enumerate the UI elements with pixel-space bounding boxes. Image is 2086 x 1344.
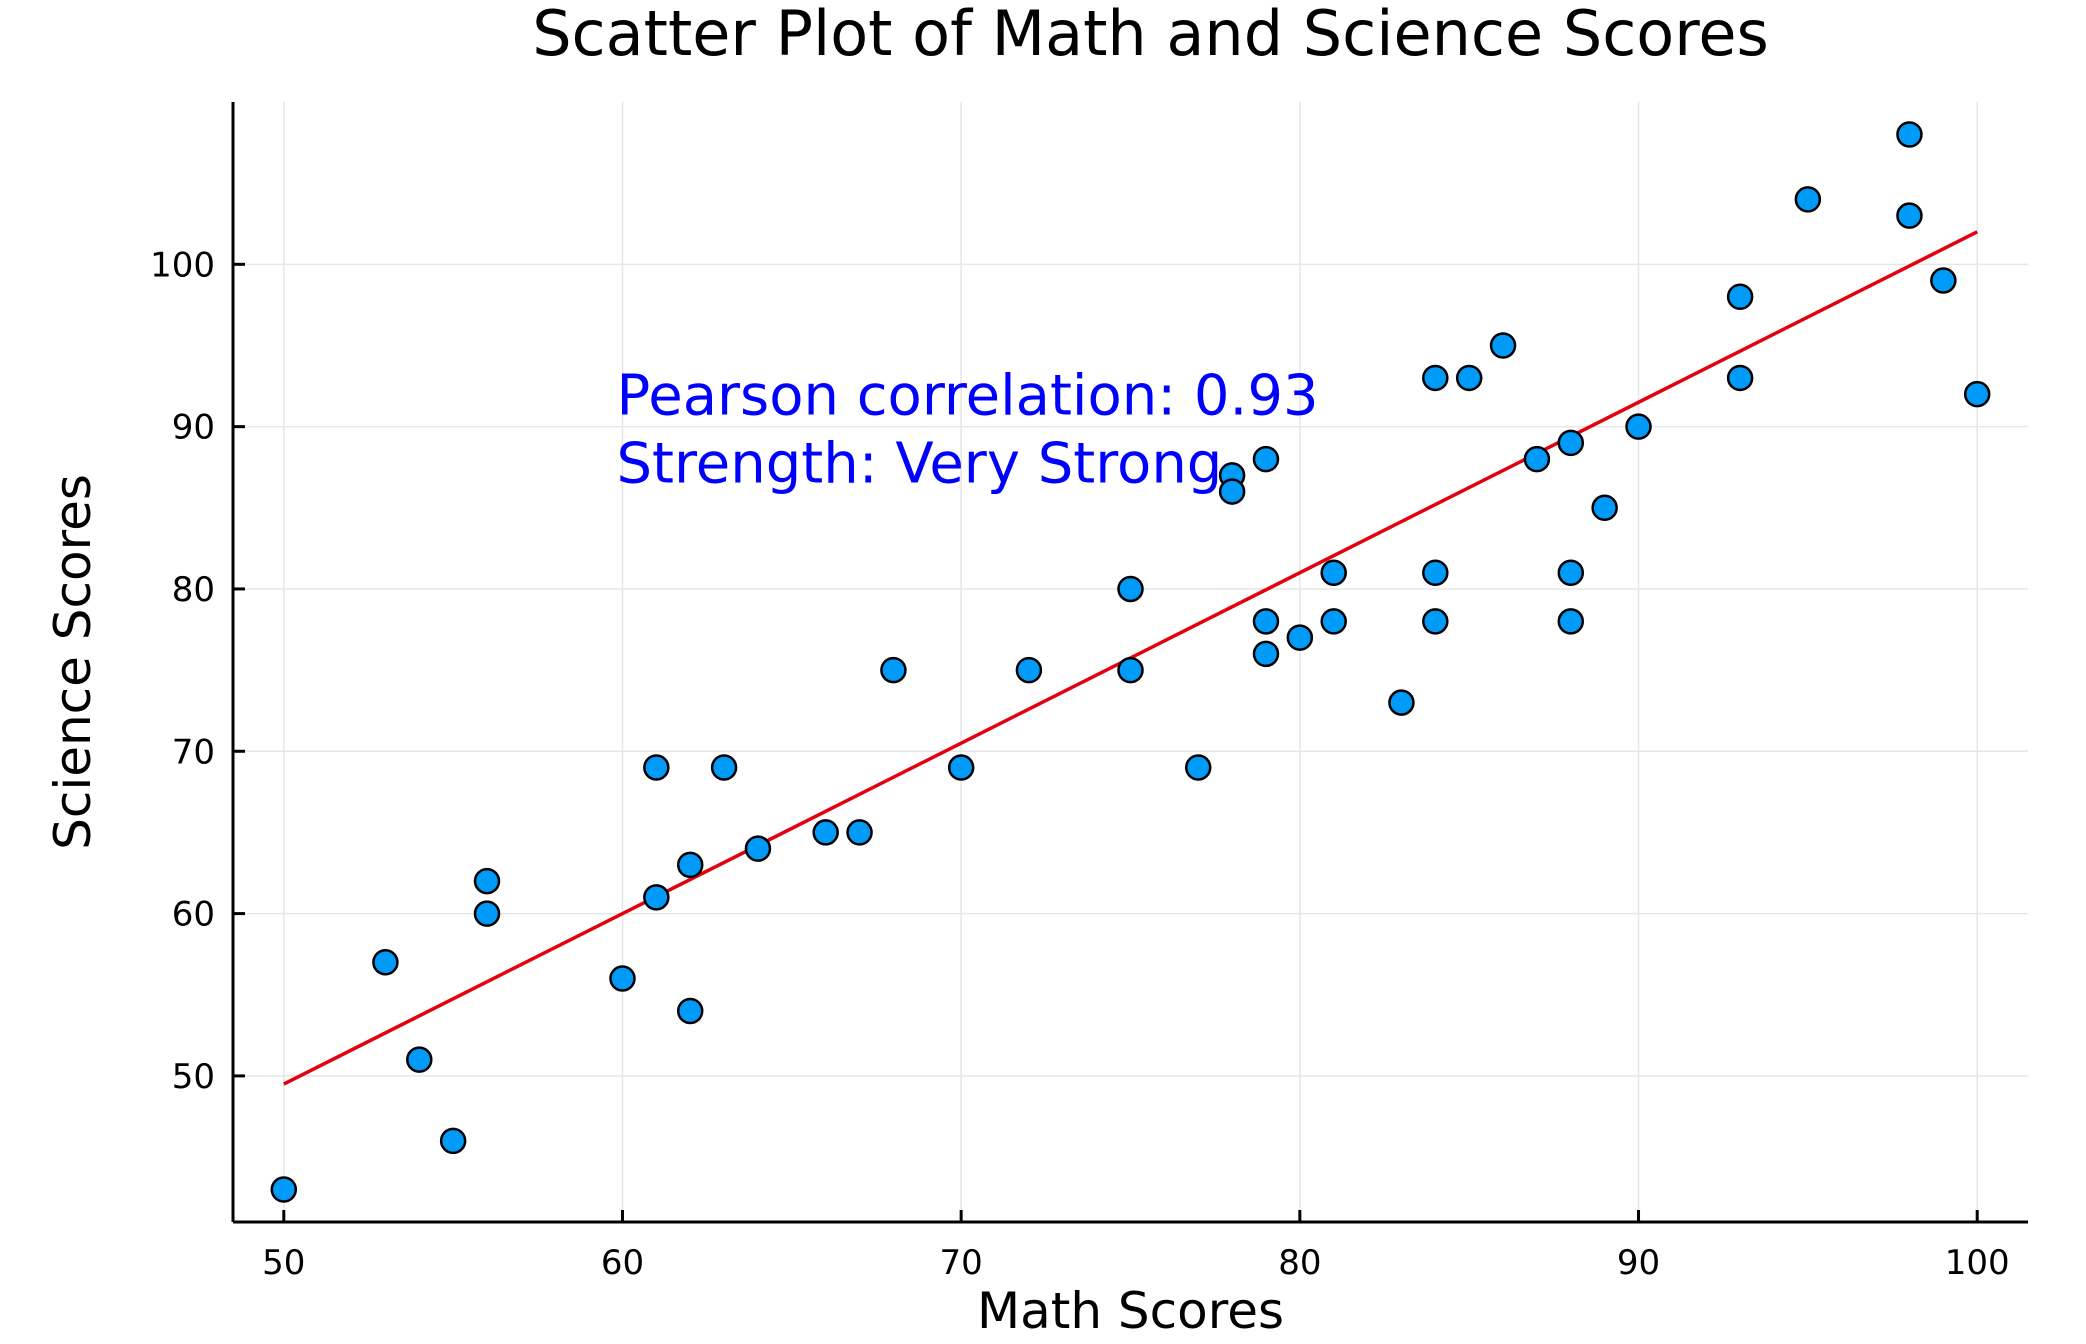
y-tick-label: 100 <box>150 245 215 285</box>
data-point <box>1422 559 1449 586</box>
data-point <box>1286 624 1314 651</box>
data-point <box>473 900 501 927</box>
data-point <box>1591 494 1618 522</box>
data-point <box>1896 121 1923 148</box>
y-tick-label: 80 <box>172 570 215 610</box>
data-point <box>609 965 636 992</box>
data-point <box>1557 429 1585 457</box>
data-point <box>1252 445 1280 473</box>
y-ticks: 50 60 70 80 90 100 <box>150 245 245 1097</box>
data-point <box>1252 608 1280 635</box>
data-point <box>473 867 501 895</box>
y-tick-label: 90 <box>172 408 215 448</box>
data-point <box>880 656 907 684</box>
data-point <box>1184 754 1212 781</box>
data-point <box>1320 608 1347 635</box>
data-point <box>270 1176 298 1203</box>
data-point <box>1726 364 1754 392</box>
data-point <box>1455 364 1483 392</box>
x-axis-label: Math Scores <box>977 1282 1284 1340</box>
data-point <box>1930 267 1957 294</box>
data-point <box>812 819 839 846</box>
chart-title: Scatter Plot of Math and Science Scores <box>532 0 1769 70</box>
data-point <box>372 949 399 976</box>
data-point <box>1963 380 1991 408</box>
data-point <box>846 819 873 846</box>
data-point <box>1523 445 1551 473</box>
y-tick-label: 60 <box>172 895 215 935</box>
data-point <box>439 1127 467 1155</box>
x-tick-label: 100 <box>1945 1243 2010 1283</box>
data-point <box>710 754 738 781</box>
data-point <box>1015 656 1043 684</box>
data-point <box>1726 283 1754 311</box>
data-point <box>1896 202 1923 229</box>
data-point <box>1557 608 1585 635</box>
data-point <box>744 835 772 862</box>
x-tick-label: 80 <box>1278 1243 1321 1283</box>
x-tick-label: 50 <box>262 1243 305 1283</box>
data-point <box>1218 478 1246 505</box>
y-axis-label: Science Scores <box>44 474 102 850</box>
data-point <box>1557 559 1585 586</box>
y-tick-label: 70 <box>172 732 215 772</box>
x-tick-label: 90 <box>1617 1243 1660 1283</box>
x-ticks: 50 60 70 80 90 100 <box>262 1210 2010 1283</box>
grid-lines <box>233 102 2028 1222</box>
axes <box>231 102 2028 1224</box>
annotation-strength: Strength: Very Strong <box>616 432 1222 497</box>
annotation-correlation: Pearson correlation: 0.93 <box>616 364 1318 429</box>
data-point <box>1117 575 1144 603</box>
data-point <box>643 884 670 911</box>
data-point <box>1794 186 1822 213</box>
data-point <box>643 754 670 781</box>
x-tick-label: 70 <box>940 1243 983 1283</box>
data-point <box>1422 364 1449 392</box>
data-point <box>1489 332 1517 359</box>
data-point <box>1388 689 1415 716</box>
data-point <box>1320 559 1347 586</box>
data-point <box>1117 656 1144 684</box>
data-point <box>676 997 704 1025</box>
data-point <box>1422 608 1449 635</box>
data-point <box>406 1046 433 1073</box>
data-point <box>1252 640 1280 668</box>
data-point <box>1625 413 1652 440</box>
data-point <box>947 754 975 781</box>
data-point <box>676 851 704 879</box>
x-tick-label: 60 <box>601 1243 644 1283</box>
y-tick-label: 50 <box>172 1057 215 1097</box>
data-points <box>270 121 1991 1203</box>
